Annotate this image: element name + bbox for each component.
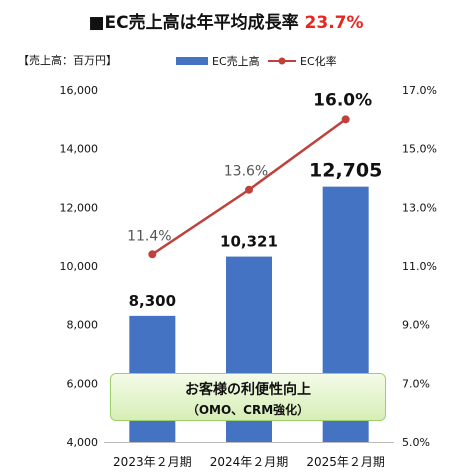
line-data-label: 16.0% [313, 90, 372, 110]
y-right-tick-label: 11.0% [402, 260, 437, 273]
y-left-tick-label: 16,000 [60, 84, 99, 97]
line-data-label: 11.4% [127, 228, 171, 244]
y-left-tick-label: 14,000 [60, 143, 99, 156]
y-right-tick-label: 13.0% [402, 201, 437, 214]
chart-title-rate: 23.7% [304, 13, 364, 33]
line-data-label: 13.6% [224, 164, 268, 180]
y-left-tick-label: 6,000 [67, 377, 99, 390]
legend-bar-label: EC売上高 [212, 54, 260, 68]
chart-title-main: ■EC売上高は年平均成長率 [88, 13, 299, 33]
bar-data-label: 10,321 [220, 233, 278, 251]
chart-title: ■EC売上高は年平均成長率 23.7% [0, 8, 452, 33]
x-tick-label: 2025年２月期 [306, 455, 385, 469]
y-left-tick-label: 8,000 [67, 319, 99, 332]
x-tick-label: 2024年２月期 [210, 455, 289, 469]
line-point [148, 250, 157, 259]
y-right-tick-label: 5.0% [402, 436, 430, 449]
bar-data-label: 12,705 [309, 160, 382, 182]
y-right-tick-label: 15.0% [402, 143, 437, 156]
y-left-tick-label: 4,000 [67, 436, 99, 449]
legend-bar-swatch [176, 57, 208, 65]
annotation-banner: お客様の利便性向上 （OMO、CRM強化） [110, 373, 386, 421]
banner-line2: （OMO、CRM強化） [186, 403, 310, 417]
legend-line-label: EC化率 [300, 54, 337, 68]
x-tick-label: 2023年２月期 [113, 455, 192, 469]
y-right-tick-label: 9.0% [402, 319, 430, 332]
y-right-tick-label: 17.0% [402, 84, 437, 97]
line-point [245, 185, 253, 194]
y-left-tick-label: 12,000 [60, 201, 99, 214]
bar-data-label: 8,300 [129, 292, 176, 310]
line-point [341, 115, 350, 124]
unit-label: 【売上高：百万円】 [18, 54, 117, 67]
y-right-tick-label: 7.0% [402, 377, 430, 390]
y-left-tick-label: 10,000 [60, 260, 99, 273]
banner-line1: お客様の利便性向上 [185, 382, 311, 398]
legend-line-marker [278, 57, 286, 65]
